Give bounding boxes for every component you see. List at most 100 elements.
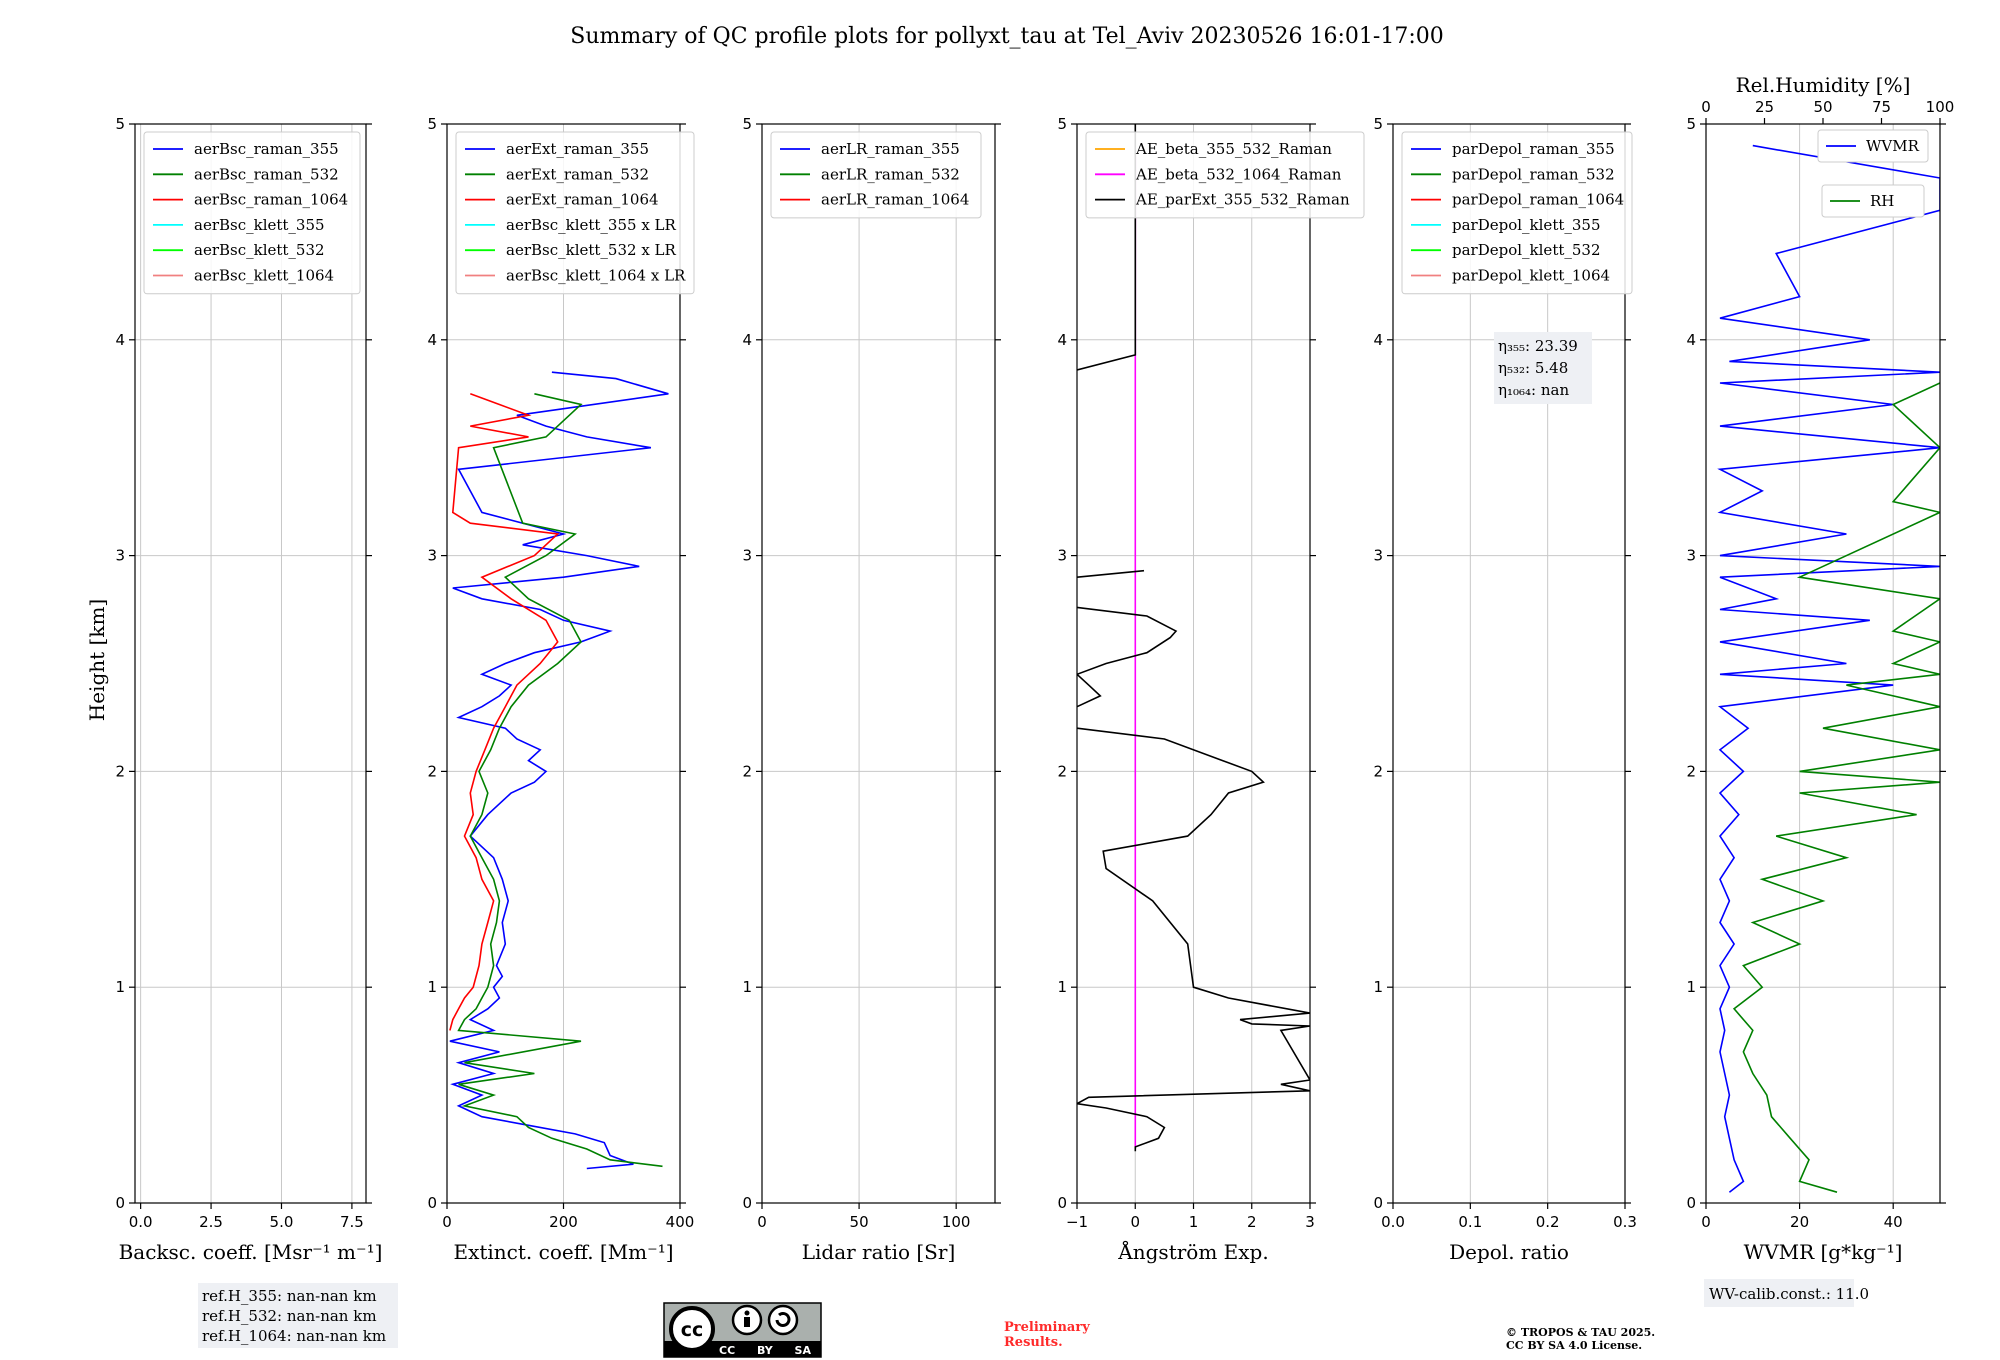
eta-1064: η₁₀₆₄: nan <box>1498 381 1569 399</box>
y-tick-label: 0 <box>115 1194 125 1212</box>
y-tick-label: 0 <box>1686 1194 1696 1212</box>
series-line-angstrom-4 <box>1077 569 1145 578</box>
figure-title: Summary of QC profile plots for pollyxt_… <box>570 24 1443 49</box>
y-tick-label: 3 <box>427 547 437 565</box>
ref-height-355: ref.H_355: nan-nan km <box>202 1287 377 1305</box>
x-axis-label: Depol. ratio <box>1449 1240 1569 1264</box>
y-tick-label: 1 <box>1373 978 1383 996</box>
legend-label: aerLR_raman_1064 <box>821 191 969 209</box>
legend-label: AE_beta_532_1064_Raman <box>1135 165 1342 183</box>
y-tick-label: 4 <box>742 331 752 349</box>
y-tick-label: 4 <box>115 331 125 349</box>
y-tick-label: 3 <box>1686 547 1696 565</box>
y-tick-label: 4 <box>427 331 437 349</box>
x-tick-label: 2 <box>1247 1213 1257 1231</box>
y-tick-label: 2 <box>742 762 752 780</box>
series-line-angstrom-2 <box>1077 727 1310 1152</box>
top-x-tick-label: 75 <box>1872 98 1891 116</box>
ref-height-532: ref.H_532: nan-nan km <box>202 1307 377 1325</box>
axes-frame <box>1705 123 1941 1204</box>
legend-label: aerBsc_klett_532 <box>194 241 325 259</box>
y-tick-label: 5 <box>742 115 752 133</box>
top-x-axis-label: Rel.Humidity [%] <box>1736 73 1911 97</box>
top-x-tick-label: 100 <box>1926 98 1955 116</box>
x-tick-label: 40 <box>1884 1213 1903 1231</box>
legend-label: aerBsc_klett_1064 x LR <box>506 267 686 285</box>
legend-label: aerExt_raman_532 <box>506 165 649 183</box>
legend-label: RH <box>1870 192 1894 210</box>
legend-angstrom: AE_beta_355_532_Raman AE_beta_532_1064_Ra… <box>1085 131 1365 219</box>
legend-label: parDepol_raman_1064 <box>1452 191 1624 209</box>
eta-355: η₃₅₅: 23.39 <box>1498 337 1578 355</box>
x-tick-label: 0.0 <box>1381 1213 1405 1231</box>
y-axis-label: Height [km] <box>85 599 109 721</box>
series-line-angstrom-3 <box>1077 606 1178 708</box>
x-tick-label: 0 <box>1130 1213 1140 1231</box>
legend-label: aerExt_raman_355 <box>506 140 649 158</box>
x-tick-label: 20 <box>1790 1213 1809 1231</box>
cc-license-logo: cc CC BY SA <box>663 1302 822 1358</box>
x-tick-label: 200 <box>549 1213 578 1231</box>
series-line-wvmr-1 <box>1732 382 1940 1193</box>
y-tick-label: 5 <box>115 115 125 133</box>
legend-label: aerLR_raman_532 <box>821 165 960 183</box>
x-tick-label: 400 <box>666 1213 695 1231</box>
eta-box: η₃₅₅: 23.39 η₅₃₂: 5.48 η₁₀₆₄: nan <box>1494 332 1592 404</box>
x-tick-label: 50 <box>850 1213 869 1231</box>
legend-label: aerBsc_raman_1064 <box>194 191 348 209</box>
legend-label: AE_parExt_355_532_Raman <box>1135 191 1350 209</box>
y-tick-label: 3 <box>742 547 752 565</box>
top-x-tick-label: 0 <box>1701 98 1711 116</box>
x-tick-label: 5.0 <box>270 1213 294 1231</box>
y-tick-label: 5 <box>1373 115 1383 133</box>
x-axis-label: Extinct. coeff. [Mm⁻¹] <box>453 1240 673 1264</box>
panel-lidar_ratio: 0 50 100 0 1 2 3 4 5 Lidar ratio [Sr] aerLR_raman_… <box>742 115 1001 1264</box>
x-tick-label: 0 <box>1701 1213 1711 1231</box>
legend-depol: parDepol_raman_355 parDepol_raman_532 parD… <box>1401 131 1633 295</box>
legend-label: parDepol_raman_355 <box>1452 140 1615 158</box>
y-tick-label: 1 <box>427 978 437 996</box>
panel-extinction: 0 200 400 0 1 2 3 4 5 Extinct. coeff. [Mm⁻¹] aerEx… <box>427 115 695 1264</box>
y-tick-label: 2 <box>1057 762 1067 780</box>
y-tick-label: 0 <box>427 1194 437 1212</box>
legend-label: aerBsc_raman_355 <box>194 140 339 158</box>
legend-lidar_ratio: aerLR_raman_355 aerLR_raman_532 aerLR_rama… <box>770 131 982 219</box>
x-tick-label: 0.2 <box>1536 1213 1560 1231</box>
y-tick-label: 3 <box>1057 547 1067 565</box>
axes-frame <box>134 123 367 1204</box>
legend-label: WVMR <box>1866 137 1920 155</box>
y-tick-label: 5 <box>427 115 437 133</box>
x-axis-label: Ångström Exp. <box>1117 1239 1268 1264</box>
y-tick-label: 3 <box>115 547 125 565</box>
y-tick-label: 4 <box>1057 331 1067 349</box>
y-tick-label: 1 <box>115 978 125 996</box>
svg-text:cc: cc <box>681 1319 704 1341</box>
series-line-extinction-1 <box>457 393 663 1168</box>
legend-label: aerBsc_klett_355 x LR <box>506 216 677 234</box>
series-line-wvmr-0 <box>1717 144 1940 1193</box>
y-tick-label: 1 <box>1686 978 1696 996</box>
top-x-tick-label: 50 <box>1813 98 1832 116</box>
y-tick-label: 5 <box>1057 115 1067 133</box>
legend-label: parDepol_raman_532 <box>1452 165 1615 183</box>
legend-WVMR: WVMR <box>1817 129 1929 163</box>
y-tick-label: 5 <box>1686 115 1696 133</box>
series-line-extinction-0 <box>449 371 669 1170</box>
wv-calib-label: WV-calib.const.: 11.0 <box>1709 1285 1869 1303</box>
x-axis-label: Backsc. coeff. [Msr⁻¹ m⁻¹] <box>119 1240 383 1264</box>
y-tick-label: 0 <box>1373 1194 1383 1212</box>
legend-label: parDepol_klett_1064 <box>1452 267 1610 285</box>
y-tick-label: 4 <box>1686 331 1696 349</box>
legend-label: AE_beta_355_532_Raman <box>1135 140 1332 158</box>
legend-label: parDepol_klett_355 <box>1452 216 1601 234</box>
x-tick-label: 0.3 <box>1613 1213 1637 1231</box>
x-tick-label: 0 <box>757 1213 767 1231</box>
series-line-extinction-2 <box>449 393 560 1031</box>
legend-label: aerBsc_klett_355 <box>194 216 325 234</box>
x-tick-label: 3 <box>1305 1213 1315 1231</box>
y-tick-label: 2 <box>1373 762 1383 780</box>
x-tick-label: −1 <box>1066 1213 1088 1231</box>
legend-label: aerBsc_klett_1064 <box>194 267 334 285</box>
